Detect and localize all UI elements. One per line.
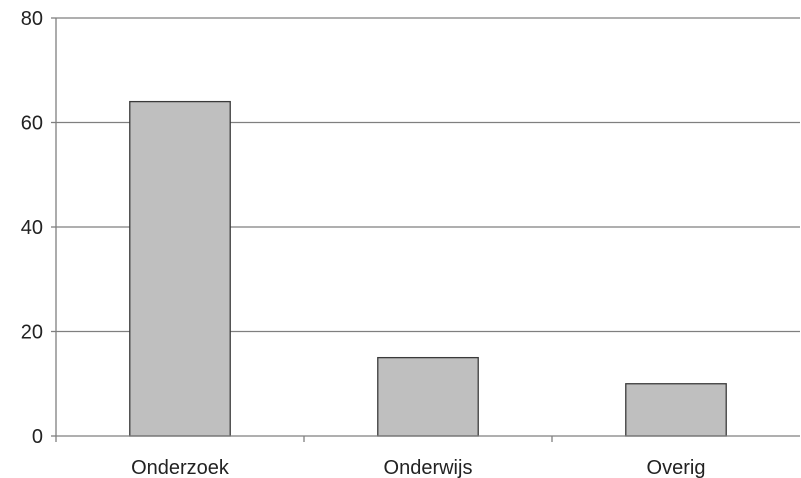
x-tick-label-onderzoek: Onderzoek <box>131 457 230 478</box>
bar-onderzoek <box>129 100 231 437</box>
axes <box>51 17 800 442</box>
y-tick-label: 20 <box>21 322 43 344</box>
y-tick-label: 40 <box>21 217 43 239</box>
x-tick-labels: Onderzoek Onderwijs Overig <box>131 457 705 478</box>
y-tick-labels: 0 20 40 60 80 <box>21 8 43 448</box>
y-tick-label: 60 <box>21 113 43 135</box>
bar-overig <box>625 383 727 437</box>
bar-onderwijs <box>377 356 479 437</box>
x-tick-label-overig: Overig <box>647 457 706 478</box>
y-tick-label: 0 <box>32 426 43 448</box>
bars <box>129 100 727 437</box>
x-tick-label-onderwijs: Onderwijs <box>384 457 473 478</box>
y-tick-label: 80 <box>21 8 43 30</box>
